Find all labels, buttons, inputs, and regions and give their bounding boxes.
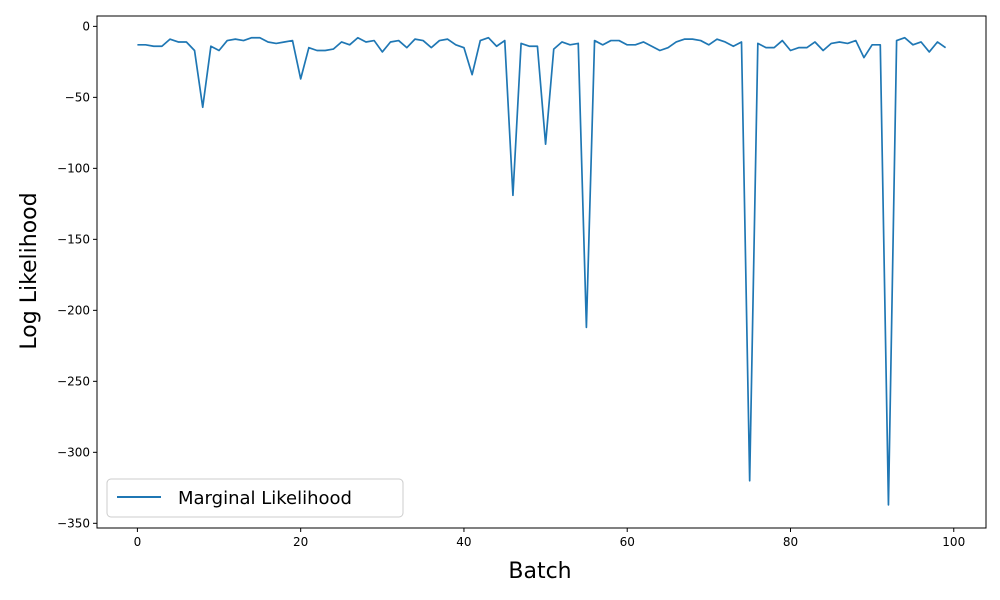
x-tick-label: 0 — [134, 535, 142, 549]
y-tick-label: −100 — [57, 161, 90, 175]
x-tick-label: 80 — [783, 535, 798, 549]
x-tick-label: 20 — [293, 535, 308, 549]
series-line-0 — [137, 36, 947, 506]
axes: 0 20 40 60 80 100 0 −50 −100 −150 −200 −250 −300 −350 — [57, 15, 987, 549]
axes-frame — [96, 15, 987, 529]
y-tick-label: −350 — [57, 516, 90, 530]
y-tick-label: −200 — [57, 303, 90, 317]
legend-box — [106, 478, 404, 518]
y-tick-label: −250 — [57, 374, 90, 388]
x-tick-label: 40 — [456, 535, 471, 549]
y-tick-label: −300 — [57, 445, 90, 459]
plot-area — [137, 36, 947, 506]
x-tick-label: 100 — [942, 535, 965, 549]
legend-label: Marginal Likelihood — [178, 488, 352, 509]
y-tick-label: −50 — [65, 90, 90, 104]
x-tick-label: 60 — [620, 535, 635, 549]
y-tick-label: −150 — [57, 232, 90, 246]
y-axis-label: Log Likelihood — [17, 192, 42, 349]
y-tick-label: 0 — [82, 19, 90, 33]
legend: Marginal Likelihood — [106, 478, 404, 518]
x-axis-label: Batch — [508, 559, 571, 584]
